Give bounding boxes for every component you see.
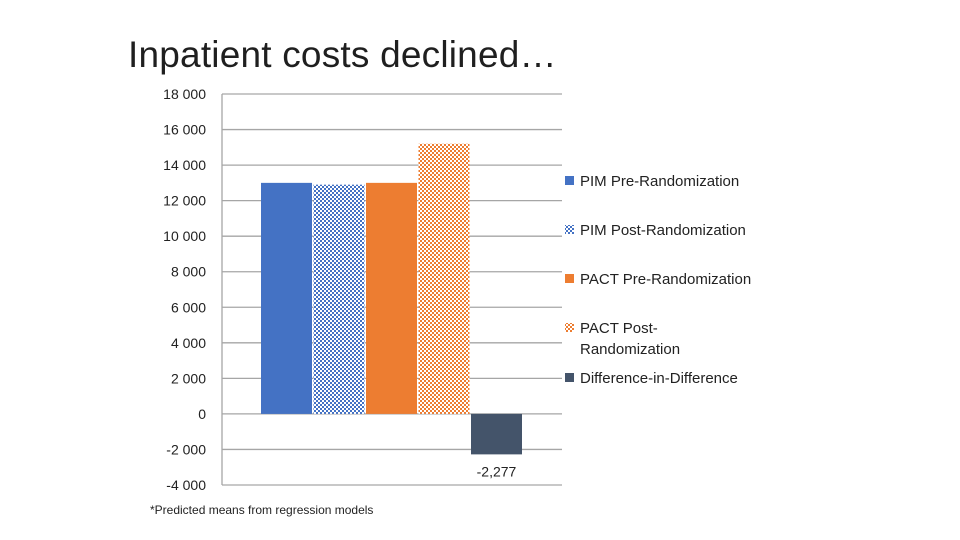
slide-title: Inpatient costs declined… <box>128 34 557 75</box>
y-tick-label: 6 000 <box>171 299 206 315</box>
footnote: *Predicted means from regression models <box>150 503 374 517</box>
y-tick-label: -4 000 <box>166 477 206 493</box>
legend-swatch <box>565 274 574 283</box>
bar-3 <box>418 143 470 414</box>
y-tick-label: 12 000 <box>163 193 206 209</box>
y-tick-label: 8 000 <box>171 264 206 280</box>
legend-label: PIM Post-Randomization <box>580 222 746 239</box>
data-label: -2,277 <box>477 463 517 479</box>
bar-1 <box>313 184 365 414</box>
y-tick-label: 0 <box>198 406 206 422</box>
legend-swatch <box>565 373 574 382</box>
y-tick-label: 16 000 <box>163 122 206 138</box>
legend-swatch <box>565 176 574 185</box>
legend-label: PACT Post- <box>580 320 658 337</box>
y-tick-label: 4 000 <box>171 335 206 351</box>
legend-label: Difference-in-Difference <box>580 370 738 387</box>
legend-label: Randomization <box>580 341 680 358</box>
y-axis-ticks: 18 000 16 000 14 000 12 000 10 000 8 000 6 000… <box>163 86 206 493</box>
legend-label: PACT Pre-Randomization <box>580 271 751 288</box>
y-tick-label: 10 000 <box>163 228 206 244</box>
data-labels: -2,277 <box>477 463 517 479</box>
y-tick-label: 14 000 <box>163 157 206 173</box>
y-tick-label: 2 000 <box>171 370 206 386</box>
bar-2 <box>366 182 417 414</box>
bars <box>261 143 522 455</box>
legend: PIM Pre-Randomization PIM Post-Randomizat… <box>565 173 751 387</box>
legend-swatch <box>565 323 574 332</box>
legend-swatch <box>565 225 574 234</box>
y-tick-label: 18 000 <box>163 86 206 102</box>
legend-label: PIM Pre-Randomization <box>580 173 739 190</box>
bar-4 <box>471 413 522 455</box>
bar-0 <box>261 182 312 414</box>
y-tick-label: -2 000 <box>166 441 206 457</box>
